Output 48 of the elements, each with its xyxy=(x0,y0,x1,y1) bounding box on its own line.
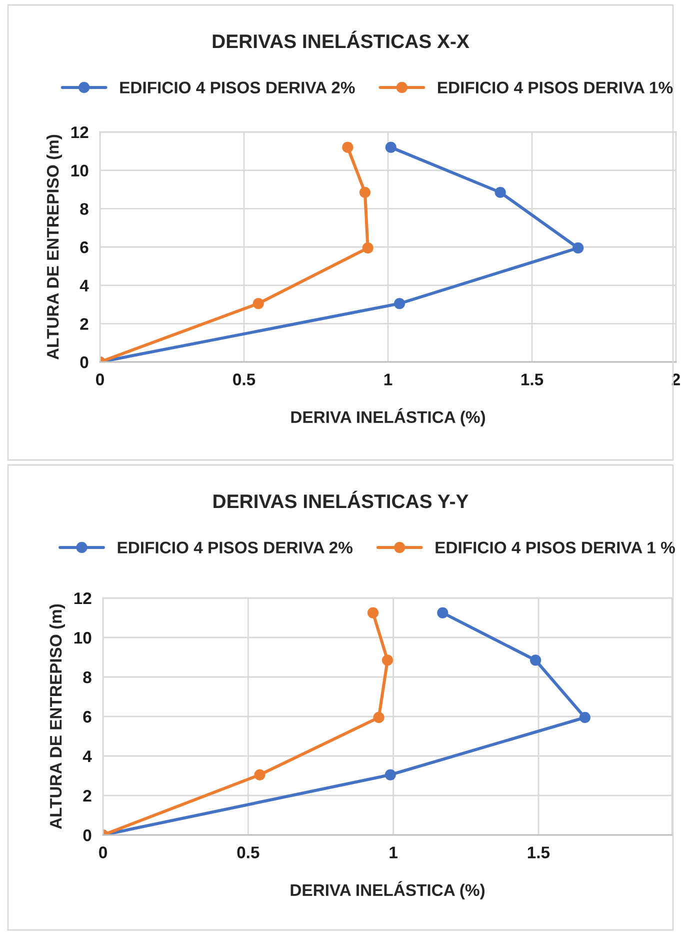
x-tick-label: 0.5 xyxy=(237,846,260,858)
y-tick-label: 8 xyxy=(83,671,92,684)
point xyxy=(394,298,406,310)
point xyxy=(373,712,384,724)
y-tick-label: 2 xyxy=(83,790,92,802)
y-tick-label: 4 xyxy=(80,280,89,292)
y-tick-label: 0 xyxy=(83,829,92,842)
point xyxy=(367,607,379,618)
y-tick-label: 4 xyxy=(82,750,92,762)
x-tick-label: 1.5 xyxy=(528,846,550,858)
x-tick-label: 1 xyxy=(384,374,392,386)
x-axis-title: DERIVA INELÁSTICA (%) xyxy=(290,881,485,900)
point xyxy=(359,186,371,198)
point xyxy=(362,242,374,254)
point xyxy=(530,654,542,666)
point xyxy=(579,712,590,724)
y-tick-label: 8 xyxy=(80,203,88,215)
legend-label: EDIFICIO 4 PISOS DERIVA 1% xyxy=(438,82,673,94)
legend-label: EDIFICIO 4 PISOS DERIVA 2% xyxy=(118,542,352,554)
x-tick-label: 0 xyxy=(96,374,104,386)
point xyxy=(254,769,266,780)
y-axis-title: ALTURA DE ENTREPISO (m) xyxy=(46,134,62,360)
point xyxy=(437,607,448,618)
x-tick-label: 1 xyxy=(390,846,398,858)
point xyxy=(252,298,264,310)
x-tick-label: 1.5 xyxy=(521,374,544,386)
x-axis-title: DERIVA INELÁSTICA (%) xyxy=(291,408,486,426)
y-tick-label: 12 xyxy=(74,592,92,604)
y-axis-title: ALTURA DE ENTREPISO (m) xyxy=(49,604,66,830)
y-tick-label: 10 xyxy=(71,164,88,177)
point xyxy=(494,186,506,198)
x-tick-label: 0 xyxy=(99,846,107,858)
legend-label: EDIFICIO 4 PISOS DERIVA 2% xyxy=(120,82,355,94)
y-tick-label: 12 xyxy=(71,126,88,138)
y-tick-label: 0 xyxy=(80,356,88,368)
y-tick-label: 2 xyxy=(80,318,88,330)
y-tick-label: 6 xyxy=(80,241,88,254)
point xyxy=(382,654,394,666)
point xyxy=(384,769,396,780)
chart-title: DERIVAS INELÁSTICAS X-X xyxy=(212,30,470,48)
x-tick-label: 0.5 xyxy=(233,374,256,386)
legend-label: EDIFICIO 4 PISOS DERIVA 1 % xyxy=(436,542,675,554)
y-tick-label: 10 xyxy=(74,632,92,644)
chart-title: DERIVAS INELÁSTICAS Y-Y xyxy=(214,490,468,508)
point xyxy=(342,142,354,153)
point xyxy=(385,142,396,153)
point xyxy=(572,242,584,254)
y-tick-label: 6 xyxy=(83,710,92,723)
